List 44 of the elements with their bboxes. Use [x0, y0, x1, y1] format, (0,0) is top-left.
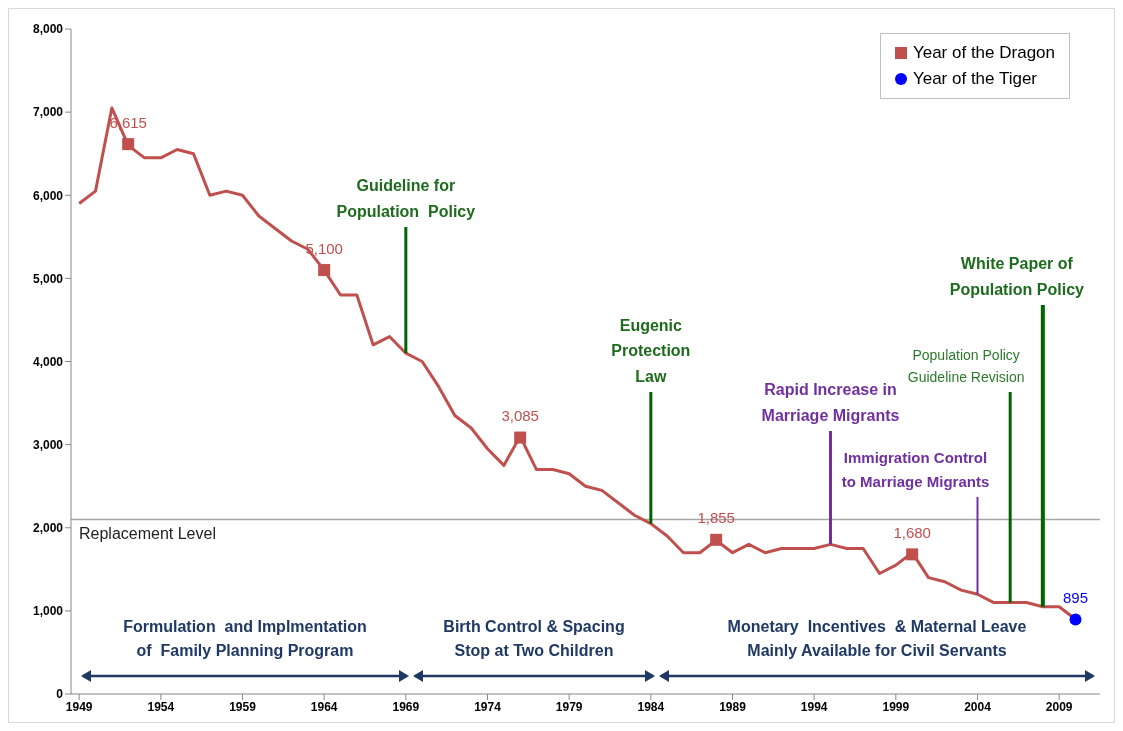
- y-tick-label: 4,000: [32, 354, 64, 369]
- x-tick-label: 2009: [1045, 699, 1073, 714]
- point: [1069, 613, 1082, 626]
- x-tick-label: 1974: [474, 699, 502, 714]
- x-tick-label: 1989: [719, 699, 747, 714]
- y-tick-label: 1,000: [32, 604, 64, 619]
- legend-label: Year of the Dragon: [912, 42, 1055, 64]
- y-tick-label: 7,000: [32, 105, 64, 120]
- data-label: 1,855: [697, 509, 735, 527]
- x-tick-label: 2004: [964, 699, 992, 714]
- ref-line-label: Population Policy Guideline Revision: [907, 346, 1025, 385]
- y-tick-label: 2,000: [32, 521, 64, 536]
- data-label: 1,680: [893, 523, 931, 541]
- x-tick-label: 1994: [800, 699, 828, 714]
- ref-line-label: Eugenic Protection Law: [611, 316, 691, 385]
- point: [122, 138, 135, 151]
- point: [710, 533, 723, 546]
- annotation: Birth Control & Spacing Stop at Two Children: [443, 618, 625, 659]
- data-label: 3,085: [501, 407, 539, 425]
- x-tick-label: 1999: [882, 699, 910, 714]
- legend-label: Year of the Tiger: [912, 68, 1038, 90]
- point: [318, 264, 331, 277]
- y-tick-label: 6,000: [32, 188, 64, 203]
- x-tick-label: 1954: [147, 699, 175, 714]
- x-tick-label: 1984: [637, 699, 665, 714]
- y-tick-label: 5,000: [32, 271, 64, 286]
- ref-line-label: Rapid Increase in Marriage Migrants: [761, 381, 900, 424]
- ref-line-label: White Paper of Population Policy: [949, 255, 1085, 298]
- x-tick-label: 1959: [229, 699, 257, 714]
- data-label: 895: [1062, 589, 1089, 607]
- annotation: Monetary Incentives & Maternal Leave Mainly Available for Civil Servants: [727, 618, 1027, 659]
- x-tick-label: 1979: [555, 699, 583, 714]
- y-tick-label: 3,000: [32, 437, 64, 452]
- x-tick-label: 1964: [310, 699, 338, 714]
- ref-line-label: Replacement Level: [79, 524, 216, 542]
- ref-line-label: Guideline for Population Policy: [336, 177, 476, 220]
- point: [514, 431, 527, 444]
- y-tick-label: 8,000: [32, 22, 64, 37]
- ref-line-label: Immigration Control to Marriage Migrants: [841, 449, 990, 490]
- x-tick-label: 1949: [65, 699, 93, 714]
- annotation: Formulation and Implmentation of Family Planning Program: [123, 618, 367, 659]
- x-tick-label: 1969: [392, 699, 420, 714]
- point: [906, 548, 919, 561]
- y-tick-label: 0: [56, 687, 64, 702]
